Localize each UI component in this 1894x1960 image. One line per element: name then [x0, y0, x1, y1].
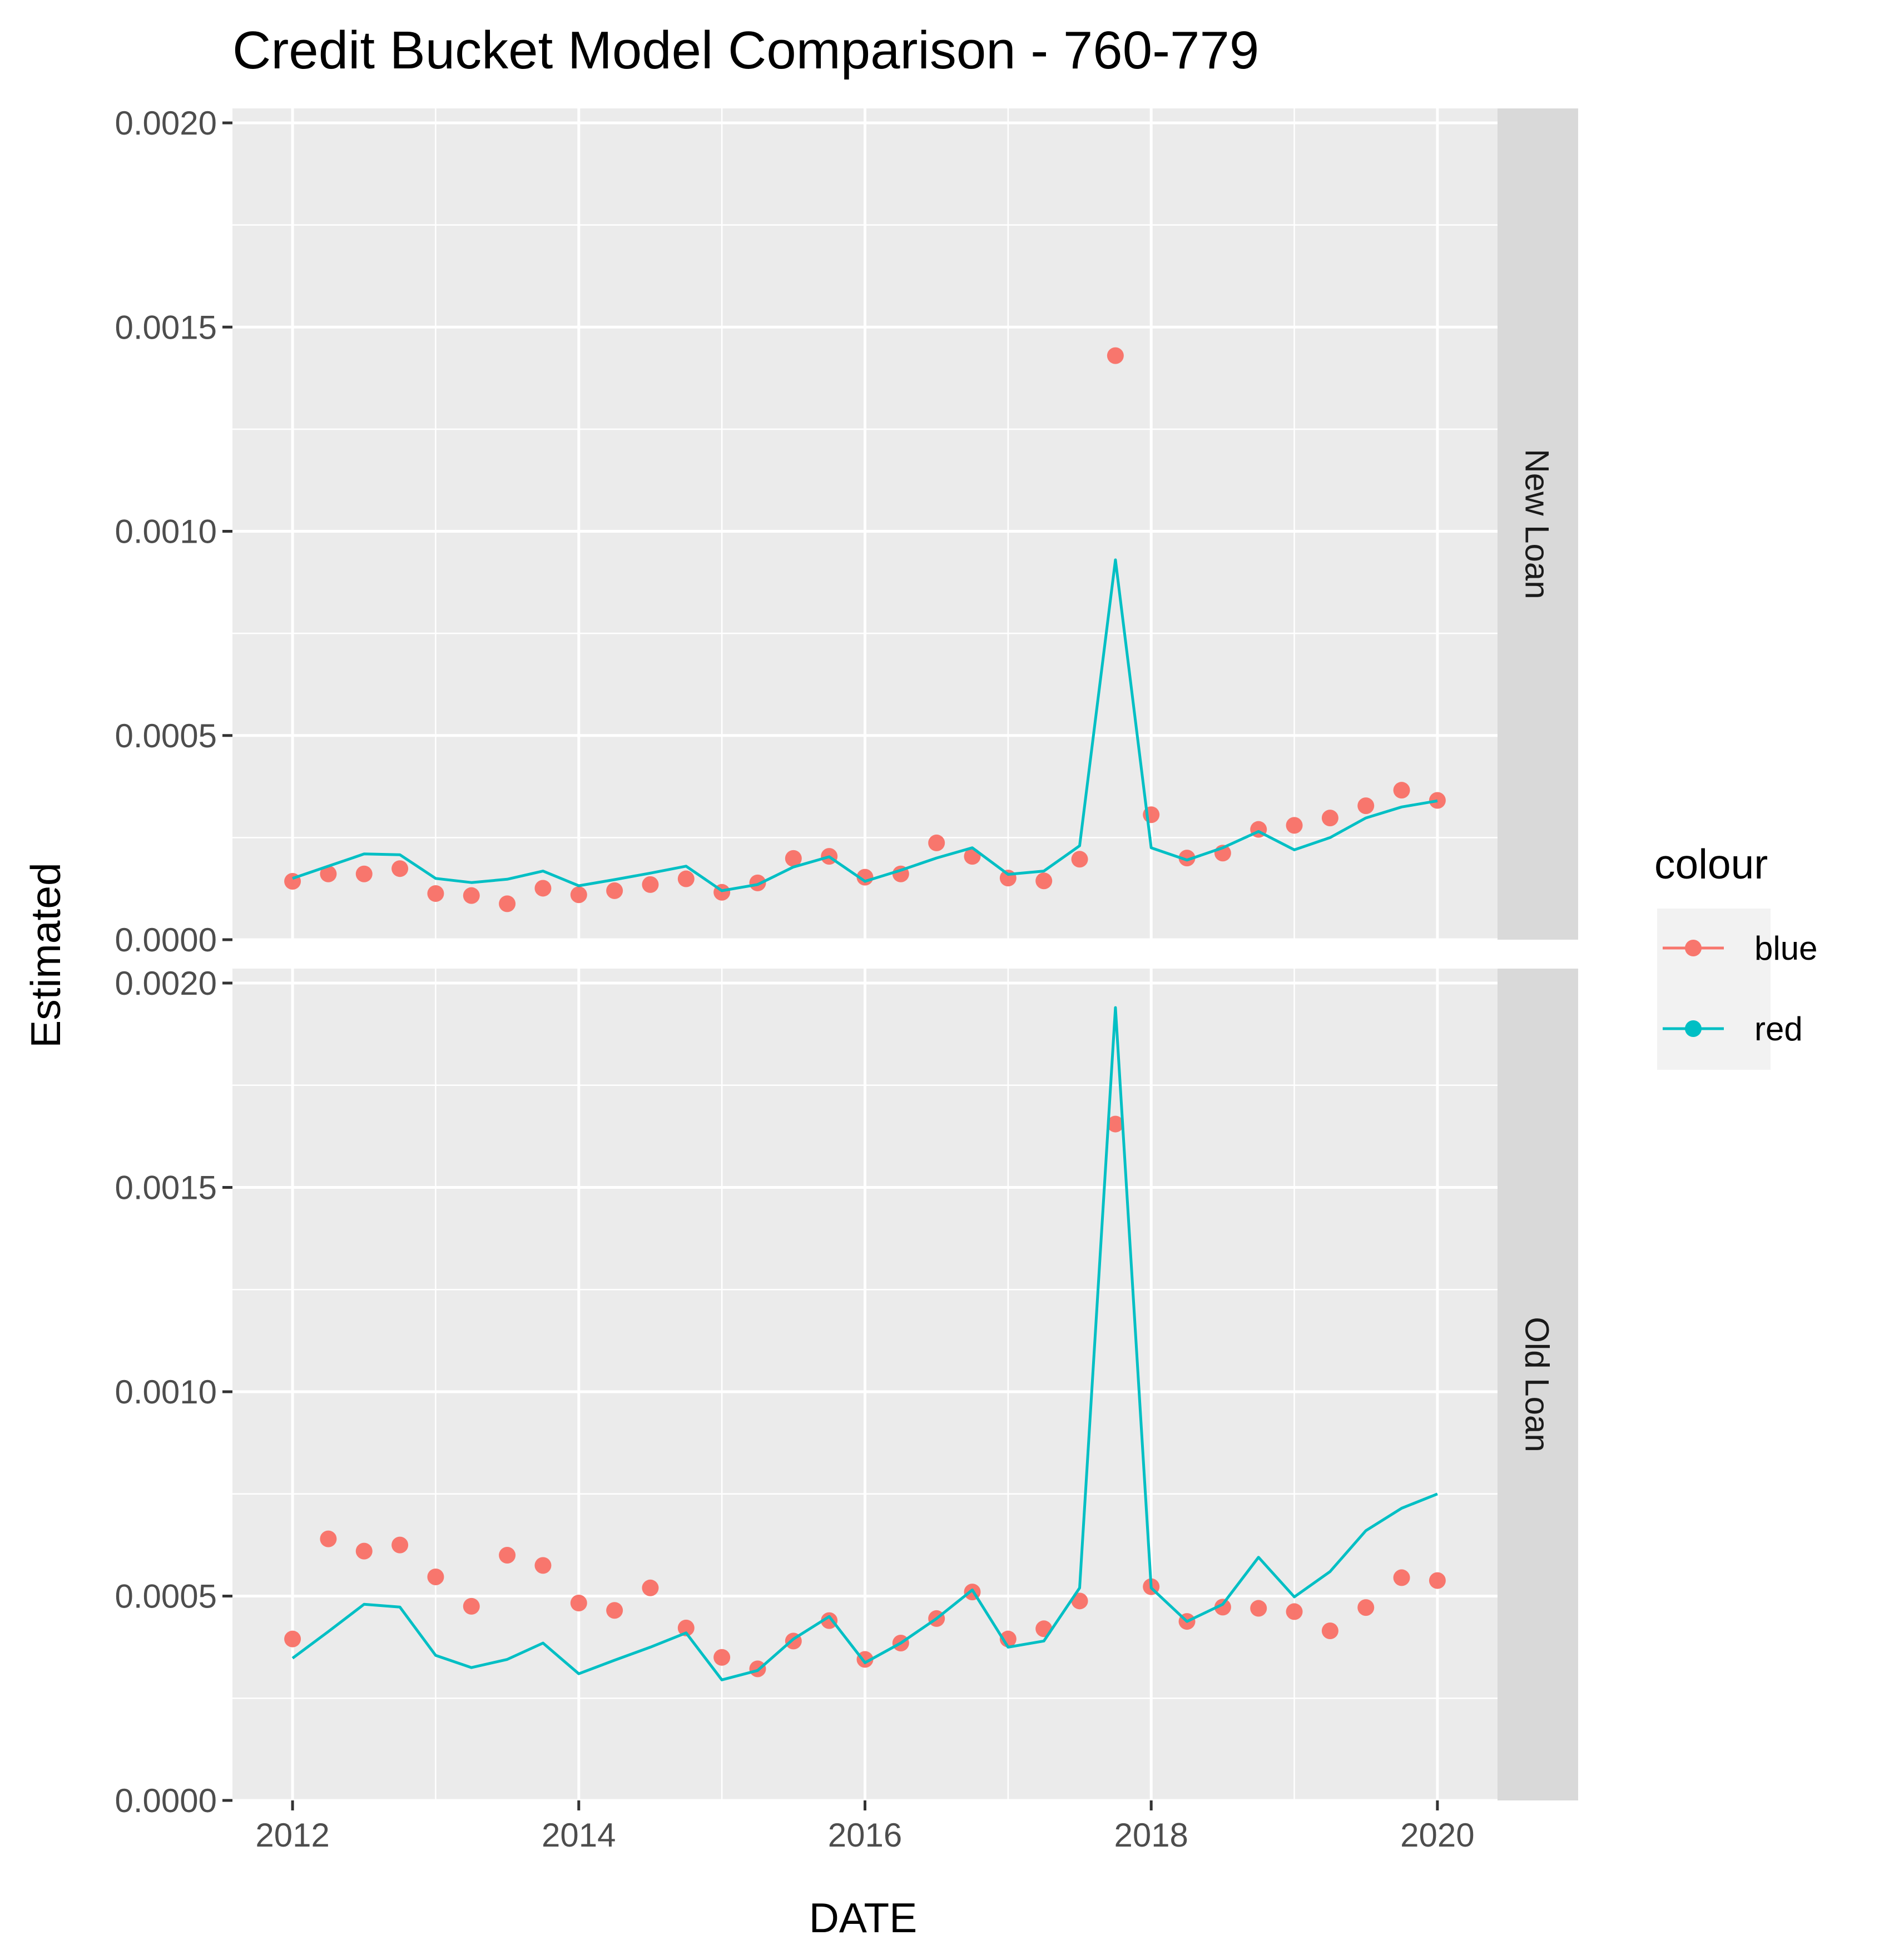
data-point-blue	[1107, 347, 1124, 364]
data-point-blue	[1321, 810, 1338, 827]
legend-key-background	[1657, 909, 1771, 1070]
data-point-blue	[320, 1530, 337, 1547]
data-point-blue	[1107, 1115, 1124, 1133]
legend-title: colour	[1654, 841, 1768, 887]
y-tick-label: 0.0020	[115, 105, 217, 142]
y-tick-label: 0.0010	[115, 1373, 217, 1411]
data-point-blue	[1035, 872, 1053, 890]
data-point-blue	[284, 1630, 301, 1648]
legend: colour blue red	[1654, 841, 1817, 1070]
data-point-blue	[642, 876, 659, 893]
facet-strip	[1498, 969, 1578, 1800]
data-point-blue	[642, 1579, 659, 1596]
data-point-blue	[499, 895, 516, 912]
legend-label: red	[1754, 1010, 1803, 1048]
data-point-blue	[1250, 1600, 1267, 1617]
data-point-blue	[1321, 1622, 1338, 1639]
chart-title: Credit Bucket Model Comparison - 760-779	[232, 21, 1259, 80]
x-tick-label: 2020	[1400, 1817, 1474, 1854]
legend-items: blue red	[1663, 930, 1817, 1048]
facet-panel-1: 0.0000 0.0005 0.0010 0.0015 0.0020 Old Loan 20…	[115, 965, 1578, 1854]
data-point-blue	[1429, 792, 1446, 809]
x-tick-label: 2014	[542, 1817, 616, 1854]
data-point-blue	[606, 882, 623, 899]
data-point-blue	[427, 885, 444, 902]
data-point-blue	[749, 874, 766, 891]
y-axis-title: Estimated	[22, 862, 69, 1048]
data-point-blue	[928, 834, 945, 851]
x-tick-label: 2018	[1114, 1817, 1188, 1854]
legend-item-red: red	[1663, 1010, 1803, 1048]
data-point-blue	[1286, 1603, 1303, 1620]
data-point-blue	[534, 880, 552, 897]
data-point-blue	[1357, 797, 1375, 815]
facet-panel-0: 0.0000 0.0005 0.0010 0.0015 0.0020 New Loan	[115, 105, 1578, 959]
data-point-blue	[1393, 1569, 1410, 1586]
data-point-blue	[391, 860, 409, 877]
data-point-blue	[713, 1649, 731, 1666]
y-tick-label: 0.0015	[115, 309, 217, 346]
data-point-blue	[1071, 851, 1088, 868]
data-point-blue	[499, 1547, 516, 1564]
data-point-blue	[1357, 1599, 1375, 1616]
legend-item-blue: blue	[1663, 930, 1817, 967]
data-point-blue	[1429, 1572, 1446, 1589]
data-point-blue	[391, 1536, 409, 1554]
data-point-blue	[570, 886, 587, 904]
series-line-red	[292, 558, 1438, 892]
data-point-blue	[355, 1542, 373, 1560]
facet-strip	[1498, 108, 1578, 940]
data-point-blue	[821, 1612, 838, 1629]
data-point-blue	[999, 870, 1017, 887]
facet-strip-label: New Loan	[1519, 449, 1556, 599]
y-tick-label: 0.0020	[115, 965, 217, 1002]
y-tick-label: 0.0010	[115, 513, 217, 550]
data-point-blue	[355, 865, 373, 882]
legend-label: blue	[1754, 930, 1817, 967]
y-tick-label: 0.0005	[115, 1578, 217, 1615]
x-tick-label: 2016	[828, 1817, 902, 1854]
data-point-blue	[1286, 817, 1303, 834]
data-point-blue	[570, 1594, 587, 1611]
data-point-blue	[999, 1630, 1017, 1648]
x-axis-title: DATE	[809, 1894, 917, 1941]
data-point-blue	[463, 887, 480, 904]
data-point-blue	[1178, 850, 1196, 867]
facet-strip-label: Old Loan	[1519, 1317, 1556, 1452]
series-line-red	[291, 1006, 1438, 1681]
y-tick-label: 0.0015	[115, 1169, 217, 1207]
y-tick-label: 0.0000	[115, 1782, 217, 1819]
x-tick-label: 2012	[255, 1817, 329, 1854]
data-point-blue	[463, 1597, 480, 1615]
y-tick-label: 0.0005	[115, 717, 217, 755]
data-point-blue	[320, 865, 337, 882]
legend-key-point	[1685, 940, 1702, 956]
data-point-blue	[606, 1602, 623, 1619]
legend-key-point	[1685, 1020, 1702, 1037]
data-point-blue	[677, 1619, 695, 1636]
data-point-blue	[785, 850, 802, 867]
y-tick-label: 0.0000	[115, 921, 217, 959]
data-point-blue	[1214, 1599, 1231, 1616]
data-point-blue	[534, 1557, 552, 1574]
data-point-blue	[1071, 1592, 1088, 1610]
data-point-blue	[1393, 782, 1410, 799]
data-point-blue	[677, 870, 695, 887]
data-point-blue	[427, 1568, 444, 1585]
